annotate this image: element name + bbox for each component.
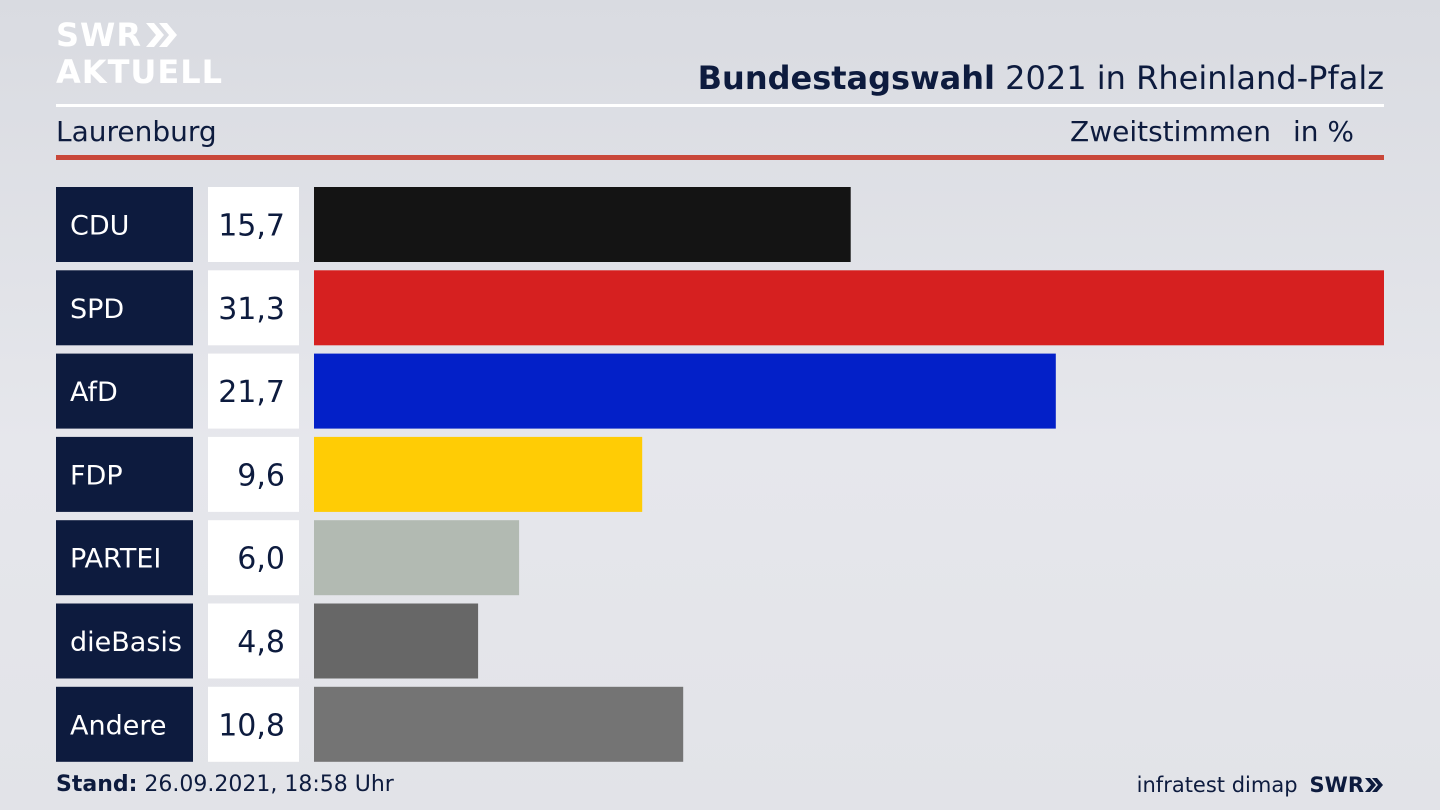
party-label-box-cdu	[56, 187, 193, 262]
party-label-cdu: CDU	[70, 211, 129, 242]
bar-row-cdu: CDU 15,7	[56, 187, 851, 262]
value-box-andere	[208, 686, 299, 762]
party-label-spd: SPD	[70, 294, 124, 325]
value-label-cdu: 15,7	[218, 209, 285, 244]
value-box-afd	[208, 353, 299, 429]
party-label-fdp: FDP	[70, 460, 123, 491]
region-label: Laurenburg	[56, 115, 217, 148]
party-label-andere: Andere	[70, 710, 166, 741]
bar-row-fdp: FDP 9,6	[56, 436, 643, 512]
title-rest: 2021 in Rheinland-Pfalz	[1005, 59, 1384, 97]
bar-andere	[314, 686, 684, 762]
party-label-box-partei	[56, 520, 193, 596]
value-label-fdp: 9,6	[237, 458, 285, 493]
party-label-diebasis: dieBasis	[70, 627, 182, 658]
accent-divider	[56, 155, 1384, 160]
party-label-box-andere	[56, 686, 193, 762]
footer-swr-logo: SWR	[1310, 770, 1384, 800]
value-box-spd	[208, 270, 299, 346]
page-title: Bundestagswahl 2021 in Rheinland-Pfalz	[698, 58, 1384, 98]
value-label-partei: 6,0	[237, 542, 285, 577]
value-box-partei	[208, 520, 299, 596]
header-divider	[56, 104, 1384, 107]
timestamp: Stand: 26.09.2021, 18:58 Uhr	[56, 770, 394, 800]
bar-row-diebasis: dieBasis 4,8	[56, 603, 479, 679]
unit-text: in %	[1292, 115, 1354, 148]
title-bold: Bundestagswahl	[697, 59, 995, 97]
stand-value: 26.09.2021, 18:58 Uhr	[144, 772, 394, 797]
bar-partei	[314, 520, 520, 596]
logo-swr-text: SWR	[56, 16, 142, 54]
bar-row-afd: AfD 21,7	[56, 353, 1056, 429]
party-label-partei: PARTEI	[70, 544, 161, 575]
party-label-afd: AfD	[70, 377, 118, 408]
value-label-andere: 10,8	[218, 708, 285, 743]
stand-label: Stand:	[56, 772, 138, 797]
value-box-diebasis	[208, 603, 299, 679]
footer-brand-text: SWR	[1309, 773, 1364, 797]
source-text: infratest dimap	[1136, 773, 1298, 797]
bar-diebasis	[314, 603, 479, 679]
value-label-afd: 21,7	[218, 375, 285, 410]
bar-row-partei: PARTEI 6,0	[56, 520, 520, 596]
party-label-box-fdp	[56, 436, 193, 512]
bar-row-andere: Andere 10,8	[56, 686, 684, 762]
party-label-box-spd	[56, 270, 193, 346]
swr-aktuell-logo: SWR AKTUELL	[56, 16, 223, 90]
bar-afd	[314, 353, 1056, 429]
bar-fdp	[314, 436, 643, 512]
value-box-fdp	[208, 436, 299, 512]
value-label-spd: 31,3	[218, 292, 285, 327]
bar-cdu	[314, 187, 851, 262]
bar-row-spd: SPD 31,3	[56, 270, 1384, 346]
double-chevron-icon	[145, 23, 177, 47]
value-label-diebasis: 4,8	[237, 625, 285, 660]
source-credit: infratest dimap SWR	[1137, 770, 1384, 800]
value-box-cdu	[208, 187, 299, 262]
party-label-box-afd	[56, 353, 193, 429]
party-label-box-diebasis	[56, 603, 193, 679]
bar-spd	[314, 270, 1384, 346]
logo-aktuell-text: AKTUELL	[56, 53, 224, 91]
footer-chevron-icon	[1365, 778, 1383, 792]
measure-label: Zweitstimmen in %	[1070, 114, 1354, 150]
measure-text: Zweitstimmen	[1070, 115, 1271, 148]
